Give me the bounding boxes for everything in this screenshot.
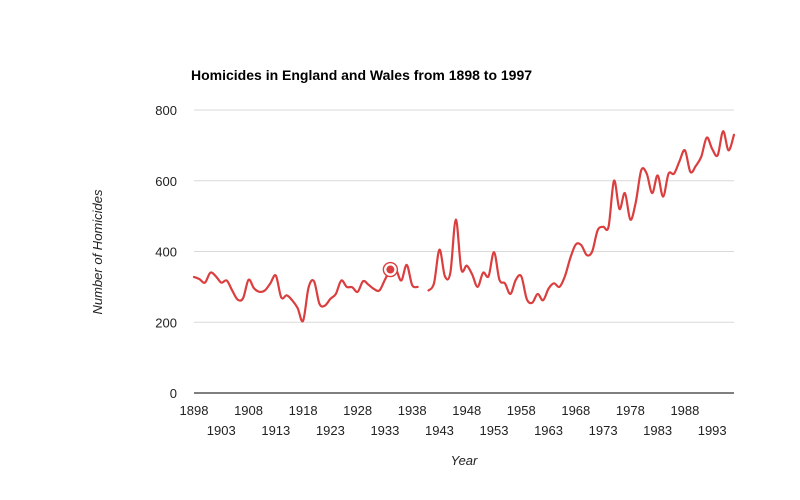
x-tick-label-1918: 1918 (289, 403, 318, 418)
x-tick-label-1988: 1988 (670, 403, 699, 418)
x-tick-label-1943: 1943 (425, 423, 454, 438)
x-tick-label-1898: 1898 (180, 403, 209, 418)
y-tick-label-600: 600 (155, 174, 177, 189)
x-tick-label-1963: 1963 (534, 423, 563, 438)
x-tick-label-1983: 1983 (643, 423, 672, 438)
x-tick-label-1938: 1938 (398, 403, 427, 418)
y-axis-title: Number of Homicides (90, 189, 105, 314)
x-tick-label-1958: 1958 (507, 403, 536, 418)
x-tick-label-1978: 1978 (616, 403, 645, 418)
x-tick-label-1953: 1953 (480, 423, 509, 438)
x-tick-label-1993: 1993 (698, 423, 727, 438)
x-tick-label-1933: 1933 (370, 423, 399, 438)
y-axis-ticks: 0 200 400 600 800 (155, 103, 177, 401)
y-tick-label-400: 400 (155, 245, 177, 260)
x-tick-label-1968: 1968 (561, 403, 590, 418)
x-tick-label-1973: 1973 (589, 423, 618, 438)
x-tick-label-1908: 1908 (234, 403, 263, 418)
x-axis-ticks: 1898 1908 1918 1928 1938 1948 1958 1968 1978 1988… (180, 403, 727, 438)
x-tick-label-1913: 1913 (261, 423, 290, 438)
y-tick-label-0: 0 (170, 386, 177, 401)
x-tick-label-1948: 1948 (452, 403, 481, 418)
x-tick-label-1903: 1903 (207, 423, 236, 438)
x-tick-label-1923: 1923 (316, 423, 345, 438)
gridlines (194, 109, 734, 394)
y-tick-label-800: 800 (155, 103, 177, 118)
highlight-marker-dot (386, 265, 395, 274)
x-tick-label-1928: 1928 (343, 403, 372, 418)
x-axis-title: Year (451, 453, 478, 468)
series-homicides (192, 130, 736, 323)
highlighted-point[interactable] (382, 261, 399, 278)
chart-title: Homicides in England and Wales from 1898… (191, 67, 532, 83)
y-tick-label-200: 200 (155, 315, 177, 330)
series-line-segment-1-1 (192, 263, 419, 323)
series-line-segment-1-2 (427, 130, 736, 305)
